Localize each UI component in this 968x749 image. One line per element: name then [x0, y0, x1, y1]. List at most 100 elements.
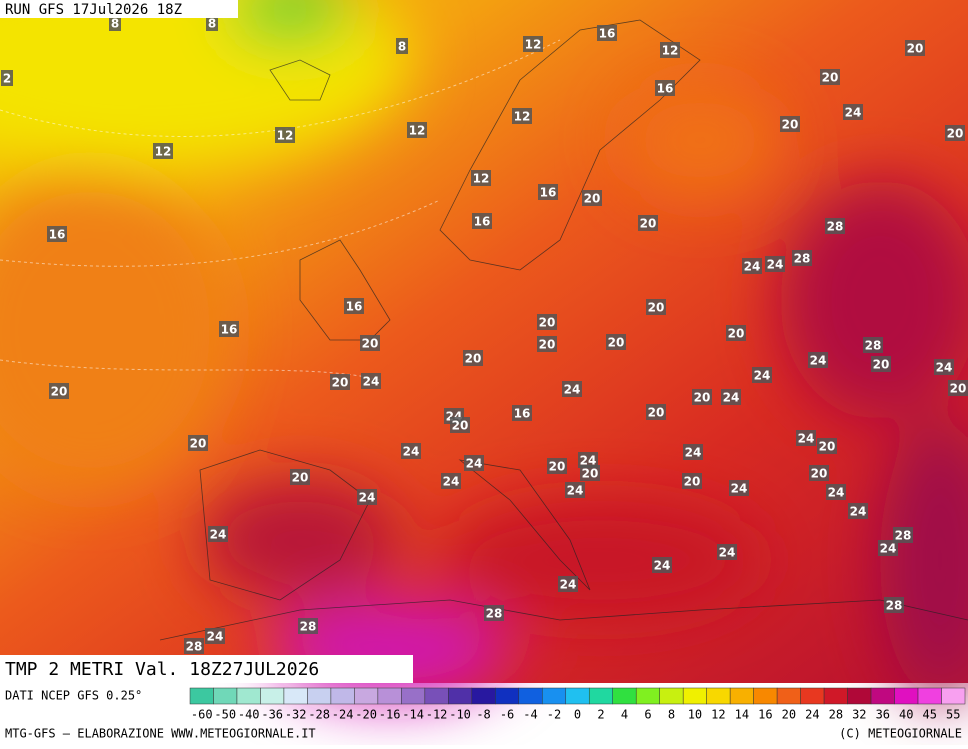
label-box: [153, 143, 173, 159]
legend-tick-label: -24: [332, 708, 354, 722]
label-box: [538, 184, 558, 200]
label-box: [792, 250, 812, 266]
legend-swatch: [682, 687, 707, 705]
legend-swatch: [800, 687, 825, 705]
legend-tick-label: 20: [782, 708, 796, 722]
label-box: [407, 122, 427, 138]
label-box: [682, 473, 702, 489]
contour-label: 28: [300, 620, 317, 634]
legend-tick-label: -60: [191, 708, 213, 722]
legend-tick-label: 28: [829, 708, 843, 722]
contour-label: 20: [822, 71, 839, 85]
label-box: [512, 108, 532, 124]
legend-tick-label: -32: [285, 708, 307, 722]
legend-tick-label: 8: [668, 708, 675, 722]
label-box: [606, 334, 626, 350]
contour-label: 24: [828, 486, 845, 500]
contour-label: 20: [608, 336, 625, 350]
color-legend: -60 -50 -40 -36 -32 -28 -24 -20 -16 -14 -12 -10 -8 -6…: [189, 687, 966, 722]
legend-tick-label: 55: [946, 708, 960, 722]
legend-swatch: [283, 687, 308, 705]
contour-label: 16: [221, 323, 238, 337]
label-box: [472, 213, 492, 229]
label-box: [547, 458, 567, 474]
label-box: [905, 40, 925, 56]
contour-label: 20: [452, 419, 469, 433]
contour-label: 24: [466, 457, 483, 471]
legend-swatch: [424, 687, 449, 705]
contour-label: 20: [819, 440, 836, 454]
label-box: [934, 359, 954, 375]
label-box: [537, 336, 557, 352]
label-box: [945, 125, 965, 141]
label-box: [205, 628, 225, 644]
legend-tick-label: 24: [805, 708, 819, 722]
legend-swatch: [870, 687, 895, 705]
label-box: [646, 404, 666, 420]
legend-swatch: [495, 687, 520, 705]
contour-label: 24: [880, 542, 897, 556]
label-box: [361, 373, 381, 389]
label-box: [109, 15, 121, 31]
label-box: [523, 36, 543, 52]
footer-left: MTG-GFS — ELABORAZIONE WWW.METEOGIORNALE…: [5, 727, 316, 741]
footer-right: (C) METEOGIORNALE: [839, 727, 962, 741]
label-box: [752, 367, 772, 383]
legend-tick-label: -4: [523, 708, 537, 722]
label-box: [219, 321, 239, 337]
contour-label: 28: [186, 640, 203, 654]
label-box: [471, 170, 491, 186]
contour-label: 16: [514, 407, 531, 421]
label-box: [562, 381, 582, 397]
legend-tick-label: 10: [688, 708, 702, 722]
contour-label: 20: [648, 301, 665, 315]
label-box: [871, 356, 891, 372]
legend-tick-label: 16: [758, 708, 772, 722]
label-box: [565, 482, 585, 498]
legend-swatch: [213, 687, 238, 705]
contour-label: 24: [564, 383, 581, 397]
label-box: [597, 25, 617, 41]
contour-label: 24: [443, 475, 460, 489]
legend-tick-label: -50: [214, 708, 236, 722]
label-box: [578, 452, 598, 468]
contour-label: 24: [210, 528, 227, 542]
legend-tick-label: -16: [379, 708, 401, 722]
contour-label: 12: [662, 44, 679, 58]
legend-swatch: [518, 687, 543, 705]
legend-tick-label: -12: [426, 708, 448, 722]
contour-label: 12: [473, 172, 490, 186]
label-box: [298, 618, 318, 634]
legend-tick-label: 14: [735, 708, 749, 722]
legend-tick-label: -28: [308, 708, 330, 722]
title-box: [0, 655, 413, 683]
label-box: [863, 337, 883, 353]
contour-label: 20: [292, 471, 309, 485]
legend-tick-label: -10: [449, 708, 471, 722]
contour-label: 24: [744, 260, 761, 274]
contour-label: 24: [685, 446, 702, 460]
contour-label: 20: [465, 352, 482, 366]
contour-label: 20: [539, 316, 556, 330]
contour-label: 8: [398, 40, 406, 54]
contour-label: 24: [731, 482, 748, 496]
contour-label: 24: [845, 106, 862, 120]
contour-label: 28: [794, 252, 811, 266]
label-box: [208, 526, 228, 542]
legend-swatch: [635, 687, 660, 705]
legend-swatch: [354, 687, 379, 705]
legend-tick-label: 45: [923, 708, 937, 722]
contour-label: 20: [907, 42, 924, 56]
label-box: [464, 455, 484, 471]
legend-swatch: [542, 687, 567, 705]
contour-label: 2: [3, 72, 11, 86]
contour-label: 28: [895, 529, 912, 543]
legend-swatch: [847, 687, 872, 705]
source-label: DATI NCEP GFS 0.25°: [5, 689, 142, 703]
label-box: [441, 473, 461, 489]
legend-swatch: [612, 687, 637, 705]
contour-label: 20: [728, 327, 745, 341]
contour-label: 24: [754, 369, 771, 383]
contour-label: 24: [936, 361, 953, 375]
label-box: [717, 544, 737, 560]
